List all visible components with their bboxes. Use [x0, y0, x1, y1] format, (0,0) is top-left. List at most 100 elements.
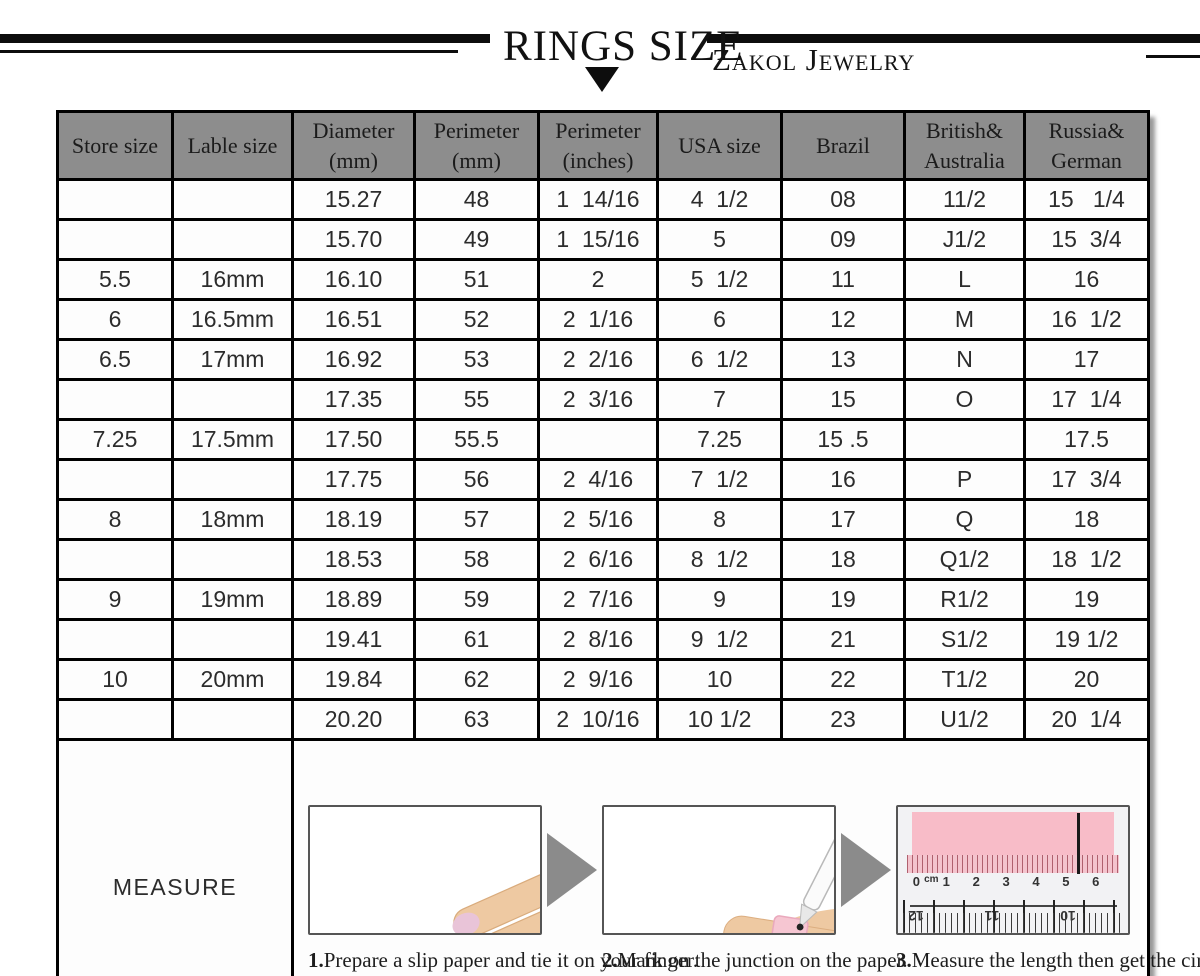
table-cell: 15 3/4: [1023, 218, 1150, 261]
table-cell: [171, 458, 294, 501]
step-number: 2.: [602, 948, 618, 972]
table-cell: 18: [780, 538, 906, 581]
table-cell: 18.53: [291, 538, 416, 581]
table-cell: 53: [413, 338, 540, 381]
table-cell: 09: [780, 218, 906, 261]
table-cell: [56, 698, 174, 741]
table-cell: 15 .5: [780, 418, 906, 461]
ruler-number: 6: [1092, 873, 1100, 889]
table-cell: 17.50: [291, 418, 416, 461]
table-cell: 17: [780, 498, 906, 541]
table-cell: 7.25: [56, 418, 174, 461]
table-cell: 61: [413, 618, 540, 661]
table-cell: [56, 178, 174, 221]
table-cell: 10: [656, 658, 783, 701]
table-cell: 20 1/4: [1023, 698, 1150, 741]
table-cell: 5 1/2: [656, 258, 783, 301]
table-cell: 48: [413, 178, 540, 221]
arrow-right-icon: [841, 833, 891, 907]
table-cell: 19mm: [171, 578, 294, 621]
ruler-number: 5: [1062, 873, 1070, 889]
column-header: Russia& German: [1023, 110, 1150, 181]
table-cell: 52: [413, 298, 540, 341]
table-cell: 19.84: [291, 658, 416, 701]
ruler-number: 0: [912, 873, 921, 889]
table-cell: [56, 458, 174, 501]
table-cell: 16.92: [291, 338, 416, 381]
table-cell: [903, 418, 1026, 461]
table-cell: 5.5: [56, 258, 174, 301]
table-cell: [171, 618, 294, 661]
table-cell: 17 1/4: [1023, 378, 1150, 421]
table-cell: 15.27: [291, 178, 416, 221]
table-cell: 2 9/16: [537, 658, 659, 701]
column-header: Store size: [56, 110, 174, 181]
table-cell: 8: [56, 498, 174, 541]
table-cell: 1 14/16: [537, 178, 659, 221]
table-cell: 18 1/2: [1023, 538, 1150, 581]
table-row: 10 20mm 19.84 62 2 9/16 10 22 T1/2 20: [56, 658, 1150, 701]
table-cell: 21: [780, 618, 906, 661]
table-cell: 17.5mm: [171, 418, 294, 461]
column-header: Perimeter (mm): [413, 110, 540, 181]
photo-step-1: [308, 805, 542, 935]
table-cell: [56, 538, 174, 581]
ruler-cm-numbers: 0 1 2 3 4 5 6 cm: [898, 874, 1128, 899]
table-cell: P: [903, 458, 1026, 501]
ruler-unit-label: cm: [924, 873, 939, 885]
table-cell: 16.5mm: [171, 298, 294, 341]
step-text: Prepare a slip paper and tie it on your …: [323, 948, 699, 972]
brand-title: Zakol Jewelry: [712, 42, 916, 77]
table-cell: 1 15/16: [537, 218, 659, 261]
table-row: 18.53 58 2 6/16 8 1/2 18 Q1/2 18 1/2: [56, 538, 1150, 581]
column-header: British& Australia: [903, 110, 1026, 181]
measure-row: MEASURE: [56, 737, 1200, 976]
table-cell: 8 1/2: [656, 538, 783, 581]
masthead-rule-thin-right: [1146, 55, 1200, 58]
table-cell: 08: [780, 178, 906, 221]
table-cell: 9: [656, 578, 783, 621]
table-cell: 18mm: [171, 498, 294, 541]
table-cell: 17.75: [291, 458, 416, 501]
table-cell: 2 10/16: [537, 698, 659, 741]
table-cell: 15 1/4: [1023, 178, 1150, 221]
table-cell: T1/2: [903, 658, 1026, 701]
table-header-row: Store size Lable size Diameter (mm) Perimet…: [56, 110, 1150, 181]
column-header: Brazil: [780, 110, 906, 181]
table-cell: 57: [413, 498, 540, 541]
table-cell: 59: [413, 578, 540, 621]
table-cell: 19: [780, 578, 906, 621]
table-cell: 11/2: [903, 178, 1026, 221]
table-cell: 6: [656, 298, 783, 341]
caption-step-1: 1. Prepare a slip paper and tie it on yo…: [308, 947, 699, 973]
table-cell: 56: [413, 458, 540, 501]
table-cell: S1/2: [903, 618, 1026, 661]
table-cell: [171, 378, 294, 421]
table-cell: 8: [656, 498, 783, 541]
table-cell: 49: [413, 218, 540, 261]
table-cell: 16.10: [291, 258, 416, 301]
table-cell: 17mm: [171, 338, 294, 381]
masthead-rule-thick-left: [0, 34, 490, 43]
table-cell: 10 1/2: [656, 698, 783, 741]
table-cell: 6.5: [56, 338, 174, 381]
table-cell: [537, 418, 659, 461]
table-cell: 10: [56, 658, 174, 701]
table-cell: 17.5: [1023, 418, 1150, 461]
table-cell: 20mm: [171, 658, 294, 701]
table-row: 17.75 56 2 4/16 7 1/2 16 P 17 3/4: [56, 458, 1150, 501]
column-header: Diameter (mm): [291, 110, 416, 181]
table-cell: [171, 538, 294, 581]
table-cell: 13: [780, 338, 906, 381]
table-cell: 2 6/16: [537, 538, 659, 581]
table-cell: 18.89: [291, 578, 416, 621]
table-row: 15.27 48 1 14/16 4 1/2 08 11/2 15 1/4: [56, 178, 1150, 221]
table-cell: 17.35: [291, 378, 416, 421]
table-cell: 7 1/2: [656, 458, 783, 501]
step-2: 2. Mark on the junction on the paper.: [602, 805, 908, 973]
table-cell: 11: [780, 258, 906, 301]
ruler-number: 4: [1032, 873, 1040, 889]
column-header: Perimeter (inches): [537, 110, 659, 181]
